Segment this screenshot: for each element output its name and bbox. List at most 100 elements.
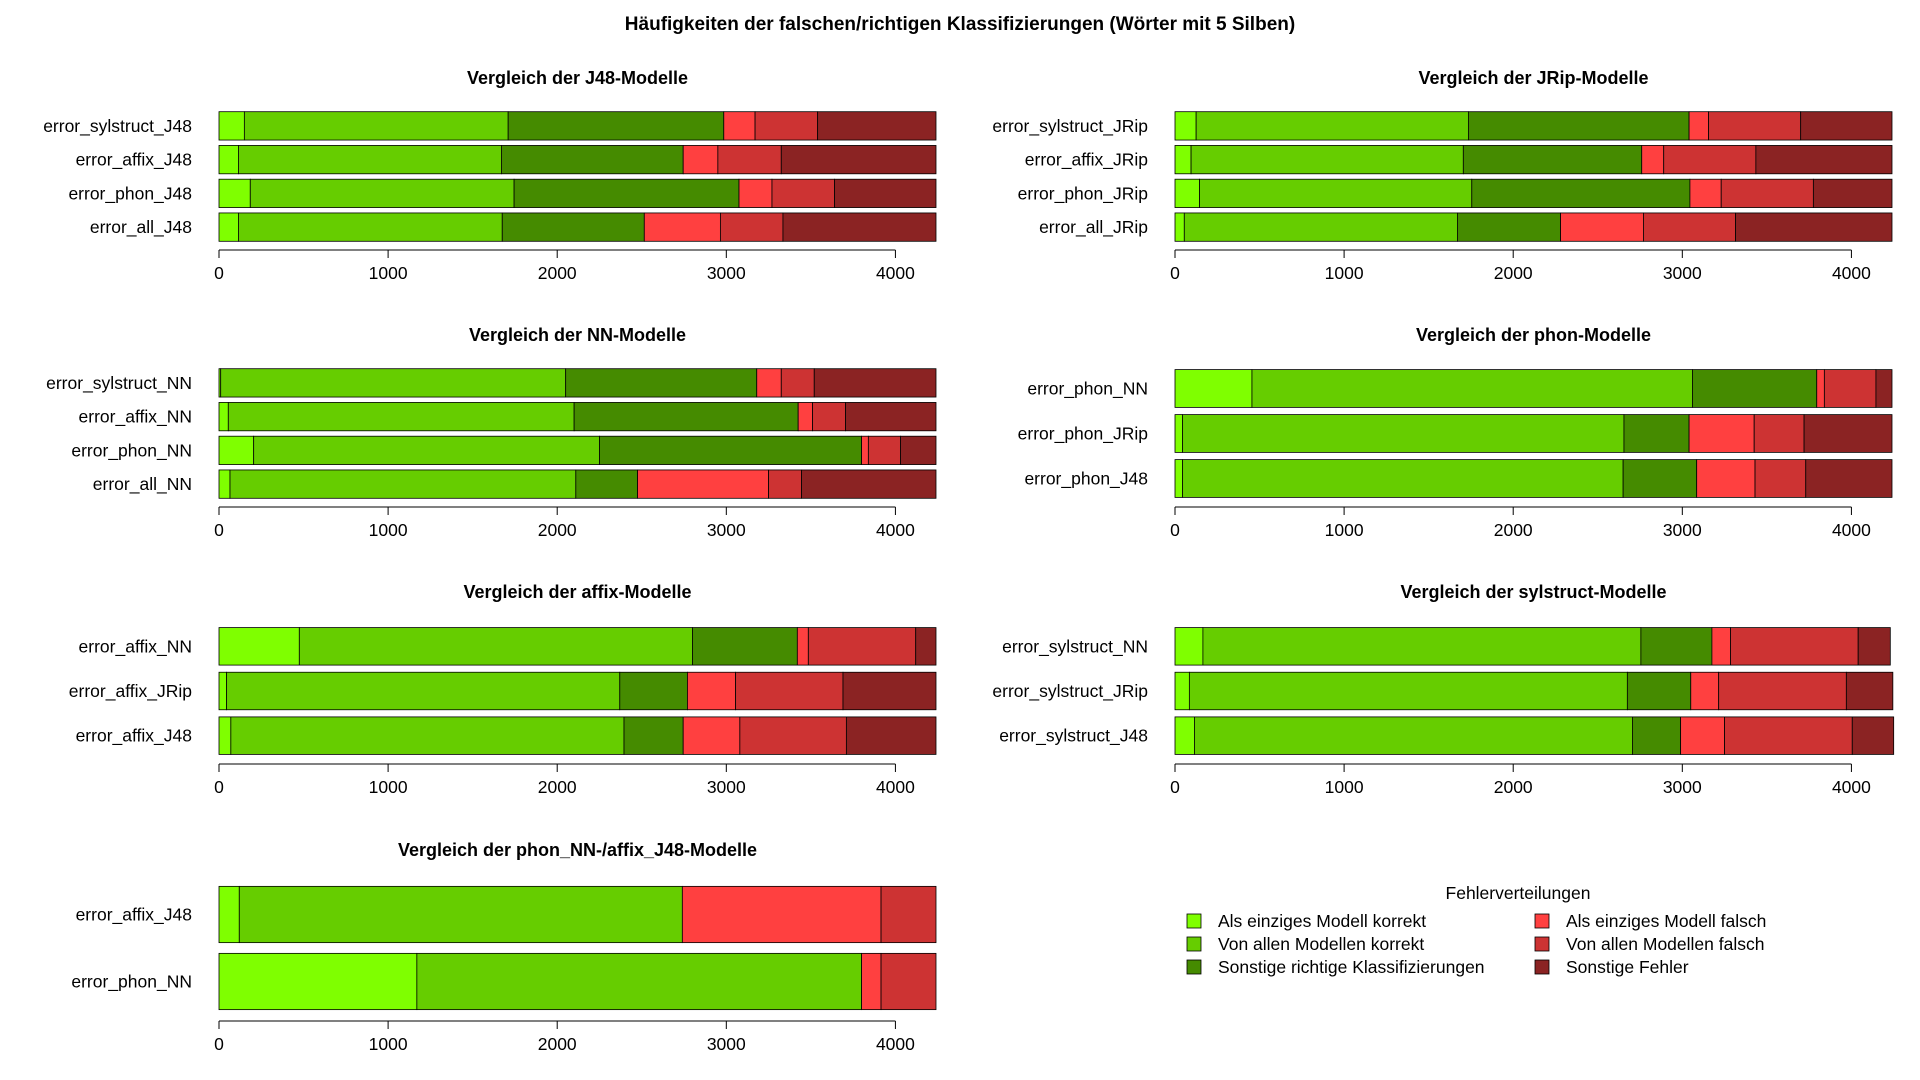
bar-segment-von-allen-modellen-falsch: error_phon_J48 — Von allen Modellen fals… — [1754, 459, 1807, 498]
bar-segment-sonstige-fehler: error_all_J48 — Sonstige Fehler: 905 — [782, 212, 937, 242]
x-tick-label: 4000 — [876, 777, 915, 797]
x-tick-label: 1000 — [369, 520, 408, 540]
bar-segment-sonstige-richtige-klassifizierungen: error_affix_JRip — Sonstige richtige Kla… — [619, 671, 688, 711]
bar-segment-von-allen-modellen-korrekt: error_phon_NN — Von allen Modellen korre… — [253, 435, 600, 465]
x-tick-label: 0 — [214, 777, 224, 797]
bar-segment-von-allen-modellen-korrekt: error_sylstruct_NN — Von allen Modellen … — [1202, 627, 1642, 666]
bar-segment-sonstige-fehler: error_phon_JRip — Sonstige Fehler: 465 — [1812, 178, 1893, 208]
bar-segment-von-allen-modellen-korrekt: error_phon_J48 — Von allen Modellen korr… — [1182, 459, 1624, 498]
bar-segment-sonstige-fehler: error_affix_J48 — Sonstige Fehler: 530 — [845, 716, 937, 755]
bar-segment-als-einziges-modell-falsch: error_sylstruct_NN — Als einziges Modell… — [756, 368, 782, 398]
bar-segment-von-allen-modellen-falsch: error_affix_NN — Von allen Modellen fals… — [807, 627, 917, 666]
bar-segment-als-einziges-modell-falsch: error_affix_JRip — Als einziges Modell f… — [687, 671, 737, 711]
legend-label: Als einziges Modell korrekt — [1218, 911, 1426, 931]
bar-segment-von-allen-modellen-korrekt: error_affix_NN — Von allen Modellen korr… — [227, 402, 575, 432]
bar-segment-sonstige-fehler: error_affix_JRip — Sonstige Fehler: 550 — [842, 671, 937, 711]
bar-segment-sonstige-fehler: error_all_NN — Sonstige Fehler: 795 — [801, 469, 937, 499]
bar-segment-sonstige-fehler: error_phon_NN — Sonstige Fehler: 210 — [900, 435, 937, 465]
bar-segment-sonstige-richtige-klassifizierungen: error_all_JRip — Sonstige richtige Klass… — [1457, 212, 1561, 242]
bar-segment-von-allen-modellen-korrekt: error_sylstruct_NN — Von allen Modellen … — [220, 368, 567, 398]
legend-label: Sonstige Fehler — [1566, 957, 1689, 977]
x-tick-label: 4000 — [876, 1034, 915, 1054]
bar-segment-als-einziges-modell-korrekt: error_affix_J48 — Als einziges Modell ko… — [218, 145, 239, 175]
legend-label: Als einziges Modell falsch — [1566, 911, 1766, 931]
bar-segment-sonstige-fehler: error_sylstruct_NN — Sonstige Fehler: 19… — [1857, 627, 1891, 666]
bar-segment-von-allen-modellen-falsch: error_all_NN — Von allen Modellen falsch… — [768, 469, 802, 499]
bar-segment-als-einziges-modell-korrekt: error_all_J48 — Als einziges Modell korr… — [218, 212, 239, 242]
bar-segment-sonstige-richtige-klassifizierungen: error_sylstruct_NN — Sonstige richtige K… — [1640, 627, 1713, 666]
x-tick-label: 2000 — [538, 1034, 577, 1054]
bar-segment-sonstige-fehler: error_sylstruct_J48 — Sonstige Fehler: 2… — [1851, 716, 1895, 755]
bar-segment-als-einziges-modell-korrekt: error_affix_NN — Als einziges Modell kor… — [218, 627, 300, 666]
bar-segment-von-allen-modellen-korrekt: error_phon_NN — Von allen Modellen korre… — [1251, 369, 1693, 408]
bar-segment-als-einziges-modell-falsch: error_phon_NN — Als einziges Modell fals… — [1816, 369, 1825, 408]
bar-segment-sonstige-fehler: error_phon_J48 — Sonstige Fehler: 510 — [1805, 459, 1893, 498]
category-label: error_affix_JRip — [1025, 150, 1148, 171]
bar-segment-als-einziges-modell-falsch: error_all_NN — Als einziges Modell falsc… — [637, 469, 769, 499]
panel-title: Vergleich der JRip-Modelle — [1418, 68, 1648, 88]
bar-segment-von-allen-modellen-korrekt: error_all_JRip — Von allen Modellen korr… — [1183, 212, 1458, 242]
bar-segment-sonstige-fehler: error_phon_J48 — Sonstige Fehler: 600 — [834, 178, 937, 208]
bar-segment-von-allen-modellen-korrekt: error_phon_JRip — Von allen Modellen kor… — [1182, 414, 1625, 453]
panel-title: Vergleich der phon_NN-/affix_J48-Modelle — [398, 840, 757, 860]
bar-segment-von-allen-modellen-falsch: error_all_J48 — Von allen Modellen falsc… — [719, 212, 784, 242]
bar-segment-sonstige-fehler: error_affix_NN — Sonstige Fehler: 120 — [915, 627, 937, 666]
bar-segment-von-allen-modellen-korrekt: error_all_J48 — Von allen Modellen korre… — [238, 212, 503, 242]
x-tick-label: 4000 — [1832, 520, 1871, 540]
bar-segment-als-einziges-modell-falsch: error_sylstruct_NN — Als einziges Modell… — [1711, 627, 1731, 666]
bar-segment-von-allen-modellen-falsch: error_affix_NN — Von allen Modellen fals… — [812, 402, 846, 432]
bar-segment-von-allen-modellen-falsch: error_all_JRip — Von allen Modellen fals… — [1643, 212, 1736, 242]
bar-segment-sonstige-fehler: error_phon_NN — Sonstige Fehler: 95 — [1875, 369, 1893, 408]
x-tick-label: 1000 — [1325, 263, 1364, 283]
x-tick-label: 3000 — [707, 777, 746, 797]
bar-segment-als-einziges-modell-falsch: error_phon_NN — Als einziges Modell fals… — [861, 435, 869, 465]
bar-segment-sonstige-richtige-klassifizierungen: error_affix_J48 — Sonstige richtige Klas… — [623, 716, 684, 755]
bar-segment-sonstige-richtige-klassifizierungen: error_phon_JRip — Sonstige richtige Klas… — [1471, 178, 1691, 208]
category-label: error_affix_NN — [79, 407, 192, 428]
bar-segment-von-allen-modellen-korrekt: error_phon_J48 — Von allen Modellen korr… — [249, 178, 515, 208]
bar-segment-von-allen-modellen-falsch: error_phon_NN — Von allen Modellen falsc… — [867, 435, 901, 465]
bar-segment-als-einziges-modell-korrekt: error_sylstruct_J48 — Als einziges Model… — [1174, 716, 1195, 755]
bar-segment-als-einziges-modell-falsch: error_phon_JRip — Als einziges Modell fa… — [1688, 414, 1755, 453]
bar-segment-als-einziges-modell-korrekt: error_phon_NN — Als einziges Modell korr… — [218, 435, 255, 465]
bar-segment-als-einziges-modell-korrekt: error_all_JRip — Als einziges Modell kor… — [1174, 212, 1185, 242]
x-tick-label: 2000 — [538, 777, 577, 797]
bar-segment-von-allen-modellen-korrekt: error_affix_JRip — Von allen Modellen ko… — [1190, 145, 1464, 175]
bar-segment-sonstige-fehler: error_sylstruct_JRip — Sonstige Fehler: … — [1800, 111, 1893, 141]
bar-segment-von-allen-modellen-falsch: error_affix_JRip — Von allen Modellen fa… — [1663, 145, 1757, 175]
x-tick-label: 1000 — [369, 777, 408, 797]
x-tick-label: 4000 — [876, 263, 915, 283]
category-label: error_phon_JRip — [1018, 183, 1148, 204]
bar-segment-als-einziges-modell-falsch: error_sylstruct_JRip — Als einziges Mode… — [1688, 111, 1709, 141]
bar-segment-sonstige-richtige-klassifizierungen: error_sylstruct_JRip — Sonstige richtige… — [1467, 111, 1690, 141]
bar-segment-sonstige-richtige-klassifizierungen: error_all_J48 — Sonstige richtige Klassi… — [501, 212, 645, 242]
bar-segment-von-allen-modellen-korrekt: error_affix_JRip — Von allen Modellen ko… — [226, 671, 621, 711]
bar-segment-von-allen-modellen-falsch: error_sylstruct_J48 — Von allen Modellen… — [754, 111, 819, 141]
chart-panel-6: Vergleich der sylstruct-Modelle error_syl… — [992, 582, 1895, 797]
x-tick-label: 0 — [1170, 263, 1180, 283]
category-label: error_affix_J48 — [76, 905, 192, 926]
bar-segment-als-einziges-modell-korrekt: error_affix_J48 — Als einziges Modell ko… — [218, 885, 240, 944]
category-label: error_sylstruct_J48 — [999, 726, 1148, 747]
category-label: error_sylstruct_JRip — [992, 116, 1148, 137]
bar-segment-von-allen-modellen-korrekt: error_affix_J48 — Von allen Modellen kor… — [230, 716, 625, 755]
bar-segment-von-allen-modellen-falsch: error_sylstruct_JRip — Von allen Modelle… — [1718, 671, 1847, 711]
category-label: error_phon_JRip — [1018, 424, 1148, 445]
category-label: error_phon_NN — [71, 972, 192, 993]
bar-segment-von-allen-modellen-falsch: error_phon_JRip — Von allen Modellen fal… — [1720, 178, 1814, 208]
bar-segment-von-allen-modellen-falsch: error_sylstruct_JRip — Von allen Modelle… — [1708, 111, 1802, 141]
bar-segment-sonstige-richtige-klassifizierungen: error_phon_J48 — Sonstige richtige Klass… — [513, 178, 740, 208]
category-label: error_affix_J48 — [76, 150, 192, 171]
x-tick-label: 2000 — [1494, 777, 1533, 797]
x-tick-label: 2000 — [538, 263, 577, 283]
category-label: error_sylstruct_JRip — [992, 681, 1148, 702]
chart-panel-2: Vergleich der JRip-Modelle error_sylstruc… — [992, 68, 1893, 283]
bar-segment-als-einziges-modell-korrekt: error_sylstruct_NN — Als einziges Modell… — [1174, 627, 1204, 666]
legend-label: Von allen Modellen korrekt — [1218, 934, 1424, 954]
bar-segment-als-einziges-modell-falsch: error_phon_NN — Als einziges Modell fals… — [861, 952, 882, 1011]
x-tick-label: 3000 — [1663, 263, 1702, 283]
category-label: error_all_NN — [93, 474, 192, 495]
category-label: error_affix_J48 — [76, 726, 192, 747]
bar-segment-von-allen-modellen-korrekt: error_affix_J48 — Von allen Modellen kor… — [238, 145, 502, 175]
